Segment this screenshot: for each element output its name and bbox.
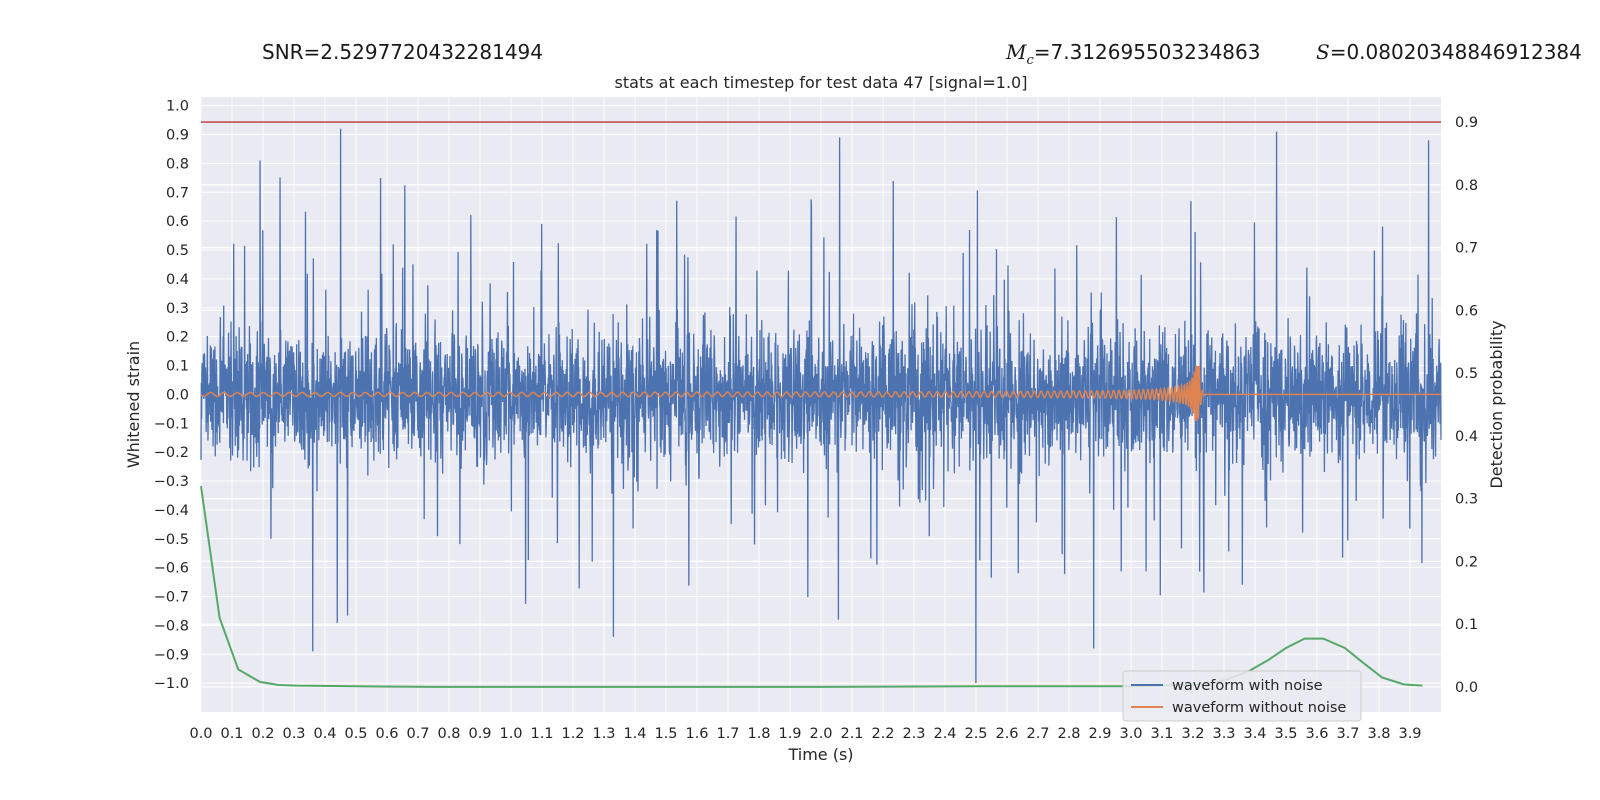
series-waveform-with-noise	[200, 128, 1442, 684]
y-tick-label: −0.7	[154, 590, 189, 606]
x-tick-label: 3.7	[1336, 726, 1359, 742]
x-tick-label: 1.1	[530, 726, 553, 742]
y-tick-label: −0.9	[154, 647, 189, 663]
x-tick-label: 2.5	[964, 726, 987, 742]
x-tick-label: 1.5	[654, 726, 677, 742]
x-tick-label: 1.0	[499, 726, 522, 742]
chirp-mass-label: Mc=7.312695503234863	[1006, 40, 1261, 68]
y-tick-label: 1.0	[166, 99, 189, 115]
y-tick-label: −0.4	[154, 503, 189, 519]
legend-box	[1122, 670, 1362, 722]
x-tick-label: 3.6	[1305, 726, 1328, 742]
x-tick-label: 0.9	[468, 726, 491, 742]
x-tick-label: 0.2	[251, 726, 274, 742]
x-tick-label: 1.7	[716, 726, 739, 742]
y-tick-label: −0.1	[154, 416, 189, 432]
y-tick-label: −0.5	[154, 532, 189, 548]
y-right-tick-label: 0.1	[1455, 617, 1478, 633]
x-tick-label: 0.7	[406, 726, 429, 742]
x-tick-label: 2.2	[871, 726, 894, 742]
y-axis-ticks: −1.0 −0.9 −0.8 −0.7 −0.6 −0.5 −0.4 −0.3 −0.2 −0.1…	[154, 99, 189, 692]
y-right-tick-label: 0.2	[1455, 554, 1478, 570]
x-tick-label: 2.3	[902, 726, 925, 742]
legend: waveform with noise waveform without noi…	[1122, 670, 1362, 722]
x-tick-label: 1.8	[747, 726, 770, 742]
x-tick-label: 1.9	[778, 726, 801, 742]
y-right-tick-label: 0.0	[1455, 680, 1478, 696]
y-tick-label: −0.6	[154, 561, 189, 577]
y-right-tick-label: 0.6	[1455, 303, 1478, 319]
y-tick-label: 0.2	[166, 330, 189, 346]
y-right-axis-label: Detection probability	[1487, 320, 1506, 488]
y-right-tick-label: 0.3	[1455, 492, 1478, 508]
y-tick-label: −0.8	[154, 618, 189, 634]
x-tick-label: 3.8	[1367, 726, 1390, 742]
signal-waveform-line	[200, 365, 1441, 422]
x-tick-label: 2.4	[933, 726, 956, 742]
x-tick-label: 1.6	[685, 726, 708, 742]
x-tick-label: 3.3	[1212, 726, 1235, 742]
y-tick-label: −1.0	[154, 676, 189, 692]
x-tick-label: 0.8	[437, 726, 460, 742]
x-tick-label: 3.2	[1181, 726, 1204, 742]
legend-label-noise: waveform with noise	[1172, 678, 1323, 694]
y-right-tick-label: 0.4	[1455, 429, 1478, 445]
y-right-tick-label: 0.9	[1455, 115, 1478, 131]
x-tick-label: 0.5	[344, 726, 367, 742]
x-tick-label: 0.6	[375, 726, 398, 742]
y-right-tick-label: 0.5	[1455, 366, 1478, 382]
legend-label-signal: waveform without noise	[1172, 700, 1346, 716]
chart-title: stats at each timestep for test data 47 …	[615, 73, 1028, 92]
x-tick-label: 3.9	[1398, 726, 1421, 742]
y-right-tick-label: 0.7	[1455, 241, 1478, 257]
x-axis-ticks: 0.0 0.1 0.2 0.3 0.4 0.5 0.6 0.7 0.8 0.9 1.0 1.1 1.2 1…	[189, 726, 1421, 742]
x-tick-label: 3.4	[1243, 726, 1266, 742]
y-tick-label: 0.0	[166, 387, 189, 403]
x-axis-label: Time (s)	[787, 745, 853, 764]
x-tick-label: 0.0	[189, 726, 212, 742]
y-tick-label: 0.1	[166, 359, 189, 375]
y-right-tick-label: 0.8	[1455, 178, 1478, 194]
y-tick-label: 0.5	[166, 243, 189, 259]
x-tick-label: 0.4	[313, 726, 336, 742]
y-axis-label: Whitened strain	[124, 341, 143, 468]
x-tick-label: 2.1	[840, 726, 863, 742]
y-tick-label: −0.3	[154, 474, 189, 490]
x-tick-label: 3.1	[1150, 726, 1173, 742]
y-tick-label: −0.2	[154, 445, 189, 461]
y-tick-label: 0.9	[166, 128, 189, 144]
x-tick-label: 1.3	[592, 726, 615, 742]
s-parameter-label: S=0.08020348846912384	[1316, 40, 1582, 64]
x-tick-label: 2.7	[1026, 726, 1049, 742]
x-tick-label: 2.9	[1088, 726, 1111, 742]
noise-waveform-line	[200, 128, 1442, 684]
x-tick-label: 0.3	[282, 726, 305, 742]
y-tick-label: 0.4	[166, 272, 189, 288]
y-tick-label: 0.8	[166, 156, 189, 172]
x-tick-label: 1.4	[623, 726, 646, 742]
y-tick-label: 0.3	[166, 301, 189, 317]
x-tick-label: 3.5	[1274, 726, 1297, 742]
x-tick-label: 3.0	[1119, 726, 1142, 742]
y-tick-label: 0.7	[166, 185, 189, 201]
snr-label: SNR=2.5297720432281494	[262, 40, 543, 64]
y-right-axis-ticks: 0.0 0.1 0.2 0.3 0.4 0.5 0.6 0.7 0.8 0.9	[1455, 115, 1478, 696]
x-tick-label: 0.1	[220, 726, 243, 742]
y-tick-label: 0.6	[166, 214, 189, 230]
x-tick-label: 2.0	[809, 726, 832, 742]
x-tick-label: 2.8	[1057, 726, 1080, 742]
x-tick-label: 2.6	[995, 726, 1018, 742]
series-waveform-without-noise	[200, 365, 1441, 422]
x-tick-label: 1.2	[561, 726, 584, 742]
